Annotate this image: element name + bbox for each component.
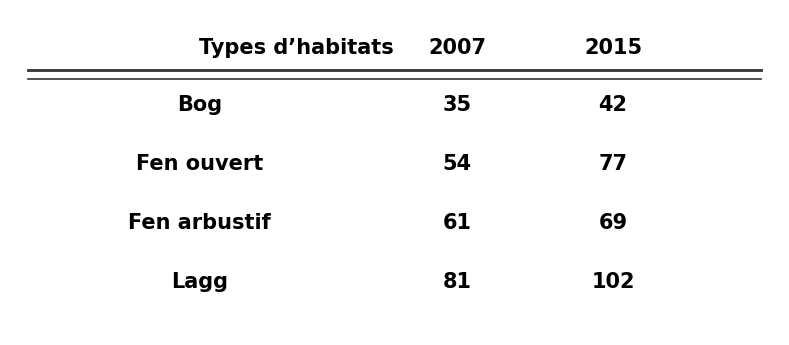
Text: Types d’habitats: Types d’habitats <box>200 38 394 58</box>
Text: 2007: 2007 <box>428 38 486 58</box>
Text: 102: 102 <box>591 272 635 292</box>
Text: Bog: Bog <box>177 95 222 115</box>
Text: 61: 61 <box>443 213 472 233</box>
Text: Lagg: Lagg <box>171 272 228 292</box>
Text: Fen arbustif: Fen arbustif <box>128 213 271 233</box>
Text: 81: 81 <box>443 272 472 292</box>
Text: 35: 35 <box>443 95 472 115</box>
Text: 77: 77 <box>599 154 627 174</box>
Text: Fen ouvert: Fen ouvert <box>136 154 263 174</box>
Text: 69: 69 <box>599 213 627 233</box>
Text: 54: 54 <box>443 154 472 174</box>
Text: 2015: 2015 <box>584 38 642 58</box>
Text: 42: 42 <box>599 95 627 115</box>
